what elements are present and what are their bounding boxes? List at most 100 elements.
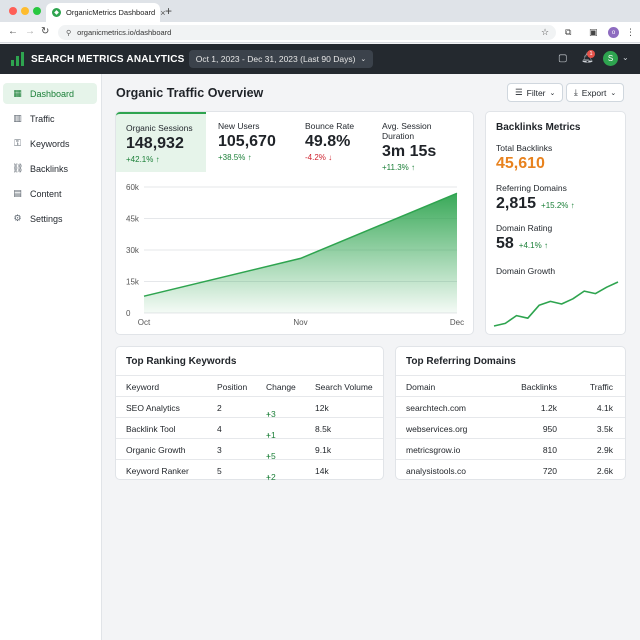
user-avatar[interactable]: S [603,51,618,66]
table-cell: 720 [542,466,557,476]
sidebar-item-backlinks[interactable]: ⛓︎ Backlinks [3,158,97,179]
browser-tab[interactable]: ◆ OrganicMetrics Dashboard × [46,3,165,22]
y-tick-label: 30k [126,246,140,255]
referring-domains-label: Referring Domains [496,183,567,193]
arrow-up-icon: ↑ [266,472,271,482]
table-cell: 2 [217,403,222,413]
table-row[interactable]: SEO Analytics 2 +3 ↑ 12k [116,396,383,419]
table-cell: Organic Growth [126,445,186,455]
sidebar-item-label: Keywords [30,138,70,149]
back-arrow-icon[interactable]: ← [8,26,18,37]
table-cell: 2.9k [596,445,613,455]
domain-growth-sparkline [493,281,619,327]
maximize-window-button[interactable] [33,7,41,15]
minimize-window-button[interactable] [21,7,29,15]
column-header[interactable]: Traffic [589,382,613,392]
sidebar-item-settings[interactable]: ⚙︎ Settings [3,208,97,229]
sidebar-item-keywords[interactable]: ⚿ Keywords [3,133,97,154]
total-backlinks-value: 45,610 [496,155,545,172]
brand-logo-icon [11,52,24,66]
download-icon: ⤓ [574,87,578,97]
document-icon: ▤ [13,188,22,198]
x-tick-label: Nov [293,318,307,327]
column-header[interactable]: Change [266,382,296,392]
kpi-value: 3m 15s [382,143,437,160]
domain-growth-label: Domain Growth [496,266,556,276]
favicon-icon: ◆ [52,8,61,17]
date-range-selector[interactable]: Oct 1, 2023 - Dec 31, 2023 (Last 90 Days… [189,50,373,68]
table-row[interactable]: webservices.org 950 3.5k [396,417,625,438]
filter-label: Filter [526,87,546,98]
kpi-label: Organic Sessions [126,123,193,133]
y-tick-label: 15k [126,278,140,287]
app-header: SEARCH METRICS ANALYTICS Oct 1, 2023 - D… [0,44,640,74]
reload-icon[interactable]: ↻ [41,26,50,37]
arrow-up-icon: ↑ [570,201,575,210]
table-cell: Keyword Ranker [126,466,189,476]
site-info-icon[interactable]: ⚲ [66,29,72,37]
kpi-bounce-rate[interactable]: Bounce Rate 49.8% -4.2% ↓ [295,112,375,172]
keywords-table-title: Top Ranking Keywords [126,356,237,367]
forward-arrow-icon[interactable]: → [25,26,35,37]
table-row[interactable]: searchtech.com 1.2k 4.1k [396,396,625,417]
extensions-icon[interactable]: ⧉ [565,27,572,37]
close-window-button[interactable] [9,7,17,15]
table-cell: 5 [217,466,222,476]
url-field[interactable]: ⚲ organicmetrics.io/dashboard [58,25,556,40]
browser-profile-avatar[interactable]: o [608,27,619,38]
table-row[interactable]: Backlink Tool 4 +1 ↑ 8.5k [116,417,383,440]
traffic-area-chart: 0 15k 30k 45k 60k Oct Nov Dec [126,183,464,327]
sidebar-item-content[interactable]: ▤ Content [3,183,97,204]
sidebar-item-traffic[interactable]: ▥ Traffic [3,108,97,129]
table-cell: 8.5k [315,424,332,434]
top-domains-card: Top Referring Domains Domain Backlinks Tra… [395,346,626,480]
bookmark-star-icon[interactable]: ☆ [541,27,550,37]
table-cell: 2.6k [596,466,613,476]
kpi-avg-session-duration[interactable]: Avg. Session Duration 3m 15s +11.3% ↑ [372,112,474,172]
notification-bell-icon[interactable]: 🔔︎ [581,53,594,64]
table-cell: 1.2k [540,403,557,413]
chevron-down-icon: ⌄ [610,89,617,97]
ref-domains-change: +15.2% ↑ [541,201,575,210]
growth-line [493,281,619,327]
table-cell: searchtech.com [406,403,466,413]
kpi-new-users[interactable]: New Users 105,670 +38.5% ↑ [208,112,296,172]
sidebar-item-dashboard[interactable]: ▦ Dashboard [3,83,97,104]
domains-table-title: Top Referring Domains [406,356,516,367]
kpi-value: 105,670 [218,133,276,150]
column-header[interactable]: Domain [406,382,436,392]
date-range-text: Oct 1, 2023 - Dec 31, 2023 (Last 90 Days… [195,54,356,64]
domain-rating-change: +4.1% ↑ [518,241,548,250]
column-header[interactable]: Backlinks [521,382,557,392]
column-header[interactable]: Position [217,382,248,392]
table-cell: 4.1k [596,403,613,413]
user-menu-chevron-icon[interactable]: ⌄ [622,53,629,62]
column-header[interactable]: Keyword [126,382,160,392]
kpi-label: New Users [218,121,260,131]
new-tab-button[interactable]: + [165,4,173,18]
traffic-overview-card: Organic Sessions 148,932 +42.1% ↑ New Us… [115,111,474,335]
table-row[interactable]: Organic Growth 3 +5 ↑ 9.1k [116,438,383,461]
messages-icon[interactable]: ▢ [558,53,568,64]
browser-menu-icon[interactable]: ⋮ [626,27,635,37]
backlinks-title: Backlinks Metrics [496,122,581,133]
table-row[interactable]: metricsgrow.io 810 2.9k [396,438,625,459]
table-row[interactable]: Keyword Ranker 5 +2 ↑ 14k [116,459,383,482]
close-tab-icon[interactable]: × [160,7,166,18]
export-button[interactable]: ⤓ Export ⌄ [566,83,625,102]
arrow-up-icon: ↑ [543,241,548,250]
table-header-row: Domain Backlinks Traffic [396,375,625,396]
filter-button[interactable]: ☰ Filter ⌄ [507,83,564,102]
sidebar-toggle-icon[interactable]: ▣ [589,27,598,37]
sidebar-item-label: Traffic [30,113,55,124]
arrow-up-icon: ↑ [266,409,271,419]
table-cell: 3.5k [596,424,613,434]
table-row[interactable]: analysistools.co 720 2.6k [396,459,625,480]
filter-icon: ☰ [515,87,523,97]
grid-icon: ▦ [13,88,22,98]
brand-name: SEARCH METRICS ANALYTICS [31,54,185,65]
kpi-organic-sessions[interactable]: Organic Sessions 148,932 +42.1% ↑ [116,112,206,172]
column-header[interactable]: Search Volume [315,382,373,392]
sidebar-item-label: Backlinks [30,163,69,174]
arrow-up-icon: ↑ [155,155,160,164]
